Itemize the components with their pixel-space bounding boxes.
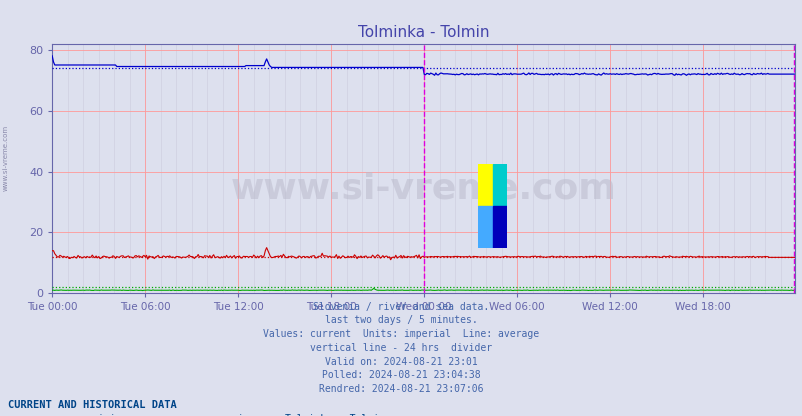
Text: CURRENT AND HISTORICAL DATA: CURRENT AND HISTORICAL DATA [8,400,176,410]
Text: minimum:: minimum: [92,414,140,416]
Bar [492,206,507,248]
Title: Tolminka - Tolmin: Tolminka - Tolmin [358,25,488,40]
Text: www.si-vreme.com: www.si-vreme.com [230,171,616,206]
Text: Valid on: 2024-08-21 23:01: Valid on: 2024-08-21 23:01 [325,357,477,366]
Text: Tolminka - Tolmin: Tolminka - Tolmin [285,414,384,416]
Text: average:: average: [156,414,204,416]
Text: maximum:: maximum: [221,414,268,416]
Text: now:: now: [32,414,55,416]
Text: www.si-vreme.com: www.si-vreme.com [2,125,8,191]
Bar [478,164,492,206]
Bar [478,206,492,248]
Text: Values: current  Units: imperial  Line: average: Values: current Units: imperial Line: av… [263,329,539,339]
Text: Slovenia / river and sea data.: Slovenia / river and sea data. [313,302,489,312]
Text: Polled: 2024-08-21 23:04:38: Polled: 2024-08-21 23:04:38 [322,370,480,380]
Text: vertical line - 24 hrs  divider: vertical line - 24 hrs divider [310,343,492,353]
Text: Rendred: 2024-08-21 23:07:06: Rendred: 2024-08-21 23:07:06 [319,384,483,394]
Text: last two days / 5 minutes.: last two days / 5 minutes. [325,315,477,325]
Bar [492,164,507,206]
